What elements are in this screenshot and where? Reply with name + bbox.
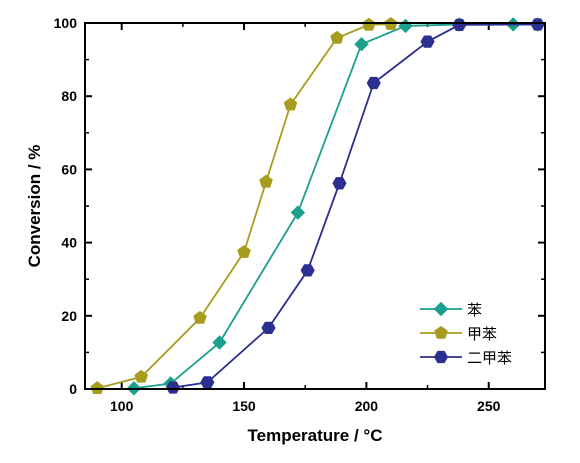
data-point	[166, 381, 181, 394]
data-point	[193, 310, 207, 324]
legend-item: 甲苯	[420, 325, 497, 343]
legend-marker	[433, 350, 449, 364]
x-tick-label: 200	[355, 398, 379, 414]
data-point	[354, 37, 369, 52]
legend-marker	[433, 301, 449, 317]
y-tick-label: 40	[61, 235, 77, 251]
data-point	[212, 335, 227, 350]
y-tick-label: 20	[61, 308, 77, 324]
y-tick-label: 60	[61, 161, 77, 177]
legend-label: 二甲苯	[467, 349, 512, 367]
data-point	[200, 376, 215, 389]
tick-labels: 100 150 200 250 0 20 40 60 80 100	[54, 15, 501, 414]
x-tick-label: 100	[110, 398, 134, 414]
data-point	[332, 177, 347, 190]
legend-marker	[434, 325, 448, 339]
data-point	[362, 17, 376, 31]
data-point	[366, 76, 381, 90]
data-point	[259, 174, 273, 188]
data-point	[452, 18, 467, 31]
data-point	[134, 369, 149, 383]
plot-frame	[84, 22, 546, 390]
legend-label: 甲苯	[467, 325, 497, 343]
data-point	[261, 321, 276, 335]
series-line	[97, 23, 391, 390]
data-point	[330, 30, 344, 44]
legend-label: 苯	[467, 301, 482, 319]
data-point	[290, 205, 306, 220]
y-axis-label: Conversion / %	[25, 145, 44, 268]
x-axis-label: Temperature / °C	[248, 426, 383, 445]
data-point	[530, 18, 545, 31]
legend-item: 二甲苯	[420, 349, 512, 367]
data-point	[420, 35, 435, 48]
data-point	[237, 245, 251, 258]
y-tick-label: 0	[69, 381, 77, 397]
x-tick-label: 250	[477, 398, 501, 414]
y-tick-label: 80	[61, 88, 77, 104]
data-point	[283, 97, 298, 111]
data-point	[398, 18, 413, 34]
data-point	[300, 264, 315, 277]
data-point	[90, 381, 105, 395]
y-tick-label: 100	[54, 15, 78, 31]
series-2	[166, 18, 545, 394]
x-tick-label: 150	[232, 398, 256, 414]
legend-item: 苯	[420, 301, 482, 319]
